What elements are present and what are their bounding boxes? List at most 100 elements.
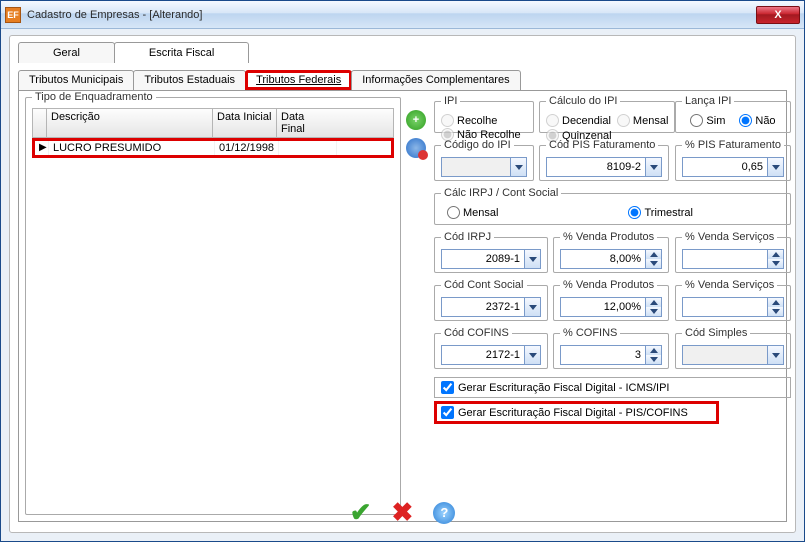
grid-header: Descrição Data Inicial Data Final [32,108,394,138]
row-data-inicial: 01/12/1998 [215,141,279,155]
chevron-down-icon [510,158,526,176]
cod-cofins-group: Cód COFINS [434,327,548,369]
tipo-enquadramento-label: Tipo de Enquadramento [32,91,156,103]
lanca-ipi-group: Lança IPI Sim Não [675,95,791,133]
delete-row-button[interactable] [406,138,426,158]
cod-cont-social-group: Cód Cont Social [434,279,548,321]
row-data-final [279,141,337,155]
pct-venda-prod-2-spinner[interactable] [560,297,662,317]
cod-cofins-label: Cód COFINS [441,327,512,339]
codigo-ipi-label: Código do IPI [441,139,514,151]
spin-down-icon[interactable] [646,259,661,268]
pct-pis-fat-label: % PIS Faturamento [682,139,784,151]
row-indicator-icon: ▶ [35,141,49,155]
tab-info-complementares[interactable]: Informações Complementares [351,70,520,90]
ipi-recolhe-radio[interactable]: Recolhe [441,114,527,127]
cancel-button[interactable]: ✖ [392,497,414,528]
tab-escrita-fiscal[interactable]: Escrita Fiscal [114,42,249,63]
cod-pis-fat-combo[interactable] [546,157,662,177]
chevron-down-icon [524,298,540,316]
window-title: Cadastro de Empresas - [Alterando] [27,9,202,21]
cod-irpj-label: Cód IRPJ [441,231,494,243]
cod-simples-group: Cód Simples [675,327,791,369]
pct-venda-serv-2-label: % Venda Serviços [682,279,777,291]
tab-tributos-federais[interactable]: Tributos Federais [245,70,352,90]
lanca-ipi-label: Lança IPI [682,95,734,107]
chevron-down-icon [767,346,783,364]
pct-venda-serv-1-spinner[interactable] [682,249,784,269]
tab-pane: Tipo de Enquadramento Descrição Data Ini… [18,90,787,522]
cod-pis-fat-group: Cód PIS Faturamento [539,139,669,181]
spin-up-icon[interactable] [646,250,661,259]
cod-simples-combo[interactable] [682,345,784,365]
chk-icms-ipi-box: Gerar Escrituração Fiscal Digital - ICMS… [434,377,791,398]
tab-geral[interactable]: Geral [18,42,115,63]
cod-cofins-combo[interactable] [441,345,541,365]
spin-up-icon[interactable] [768,250,783,259]
pct-venda-serv-2-group: % Venda Serviços [675,279,791,321]
pct-venda-prod-2-group: % Venda Produtos [553,279,669,321]
pct-venda-serv-1-label: % Venda Serviços [682,231,777,243]
ipi-group: IPI Recolhe Não Recolhe [434,95,534,133]
pct-venda-prod-1-spinner[interactable] [560,249,662,269]
spin-up-icon[interactable] [646,298,661,307]
calc-ipi-group: Cálculo do IPI Decendial Mensal Quinzena… [539,95,675,133]
row-descricao: LUCRO PRESUMIDO [49,141,215,155]
calc-irpj-group: Cálc IRPJ / Cont Social Mensal Trimestra… [434,187,791,225]
spin-down-icon[interactable] [768,307,783,316]
spin-up-icon[interactable] [646,346,661,355]
lanca-ipi-nao-radio[interactable]: Não [739,114,775,127]
tab-tributos-estaduais[interactable]: Tributos Estaduais [133,70,246,90]
content-area: Geral Escrita Fiscal Tributos Municipais… [9,35,796,533]
add-row-button[interactable]: + [406,110,426,130]
calc-irpj-mensal-radio[interactable]: Mensal [447,206,498,219]
cod-irpj-combo[interactable] [441,249,541,269]
pct-venda-serv-1-group: % Venda Serviços [675,231,791,273]
app-window: EF Cadastro de Empresas - [Alterando] X … [0,0,805,542]
grid-header-data-final[interactable]: Data Final [277,109,335,137]
grid-header-descricao[interactable]: Descrição [47,109,213,137]
lanca-ipi-sim-radio[interactable]: Sim [690,114,725,127]
cod-cont-social-label: Cód Cont Social [441,279,527,291]
bottom-toolbar: ✔ ✖ ? [10,497,795,528]
chevron-down-icon [767,158,783,176]
tab-tributos-municipais[interactable]: Tributos Municipais [18,70,134,90]
calc-ipi-label: Cálculo do IPI [546,95,620,107]
pct-pis-fat-combo[interactable] [682,157,784,177]
main-tabs: Geral Escrita Fiscal [18,42,787,64]
tipo-enquadramento-group: Tipo de Enquadramento Descrição Data Ini… [25,97,401,515]
calc-irpj-label: Cálc IRPJ / Cont Social [441,187,561,199]
pct-cofins-label: % COFINS [560,327,620,339]
chk-escrituracao-pis-cofins[interactable]: Gerar Escrituração Fiscal Digital - PIS/… [441,406,688,419]
cod-pis-fat-label: Cód PIS Faturamento [546,139,658,151]
pct-venda-prod-1-group: % Venda Produtos [553,231,669,273]
codigo-ipi-combo[interactable] [441,157,527,177]
grid-row[interactable]: ▶ LUCRO PRESUMIDO 01/12/1998 [32,138,394,158]
chevron-down-icon [645,158,661,176]
chk-escrituracao-icms-ipi[interactable]: Gerar Escrituração Fiscal Digital - ICMS… [441,381,784,394]
sub-tabs: Tributos Municipais Tributos Estaduais T… [18,70,787,90]
cod-irpj-group: Cód IRPJ [434,231,548,273]
spin-up-icon[interactable] [768,298,783,307]
calc-irpj-trimestral-radio[interactable]: Trimestral [628,206,692,219]
cod-simples-label: Cód Simples [682,327,750,339]
spin-down-icon[interactable] [768,259,783,268]
calc-ipi-decendial-radio[interactable]: Decendial [546,114,611,127]
help-button[interactable]: ? [433,502,455,524]
chevron-down-icon [524,250,540,268]
pct-venda-serv-2-spinner[interactable] [682,297,784,317]
grid-header-data-inicial[interactable]: Data Inicial [213,109,277,137]
cod-cont-social-combo[interactable] [441,297,541,317]
confirm-button[interactable]: ✔ [350,497,372,528]
app-icon: EF [5,7,21,23]
pct-venda-prod-2-label: % Venda Produtos [560,279,657,291]
spin-down-icon[interactable] [646,355,661,364]
pct-venda-prod-1-label: % Venda Produtos [560,231,657,243]
pct-cofins-spinner[interactable] [560,345,662,365]
ipi-label: IPI [441,95,460,107]
titlebar: EF Cadastro de Empresas - [Alterando] X [1,1,804,29]
close-button[interactable]: X [756,6,800,24]
chk-pis-cofins-wrapper: Gerar Escrituração Fiscal Digital - PIS/… [434,401,719,424]
calc-ipi-mensal-radio[interactable]: Mensal [617,114,668,127]
spin-down-icon[interactable] [646,307,661,316]
